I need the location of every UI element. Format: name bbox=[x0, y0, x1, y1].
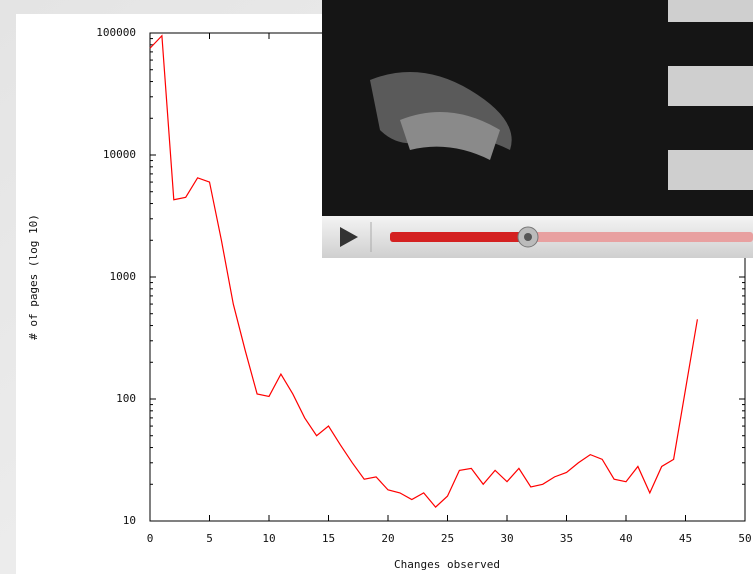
y-tick-label: 10000 bbox=[103, 148, 136, 161]
x-tick-label: 50 bbox=[738, 532, 751, 545]
x-tick-label: 0 bbox=[147, 532, 154, 545]
progress-knob-center bbox=[524, 233, 532, 241]
play-button[interactable] bbox=[340, 227, 358, 247]
y-axis-label: # of pages (log 10) bbox=[27, 214, 40, 340]
y-tick-label: 10 bbox=[123, 514, 136, 527]
x-axis-label: Changes observed bbox=[394, 558, 500, 571]
video-stripe bbox=[668, 0, 753, 22]
x-tick-label: 10 bbox=[262, 532, 275, 545]
video-stripe bbox=[668, 150, 753, 190]
video-hands bbox=[400, 112, 500, 160]
video-stripe bbox=[668, 66, 753, 106]
y-tick-label: 100000 bbox=[96, 26, 136, 39]
data-line bbox=[149, 34, 698, 508]
x-tick-label: 40 bbox=[619, 532, 632, 545]
x-tick-label: 35 bbox=[560, 532, 573, 545]
x-tick-label: 20 bbox=[381, 532, 394, 545]
x-tick-label: 15 bbox=[322, 532, 335, 545]
progress-fill bbox=[390, 232, 528, 242]
video-player[interactable] bbox=[322, 0, 753, 258]
y-tick-label: 1000 bbox=[110, 270, 137, 283]
y-tick-label: 100 bbox=[116, 392, 136, 405]
x-tick-label: 30 bbox=[500, 532, 513, 545]
x-tick-label: 25 bbox=[441, 532, 454, 545]
x-tick-label: 5 bbox=[206, 532, 213, 545]
x-tick-label: 45 bbox=[679, 532, 692, 545]
